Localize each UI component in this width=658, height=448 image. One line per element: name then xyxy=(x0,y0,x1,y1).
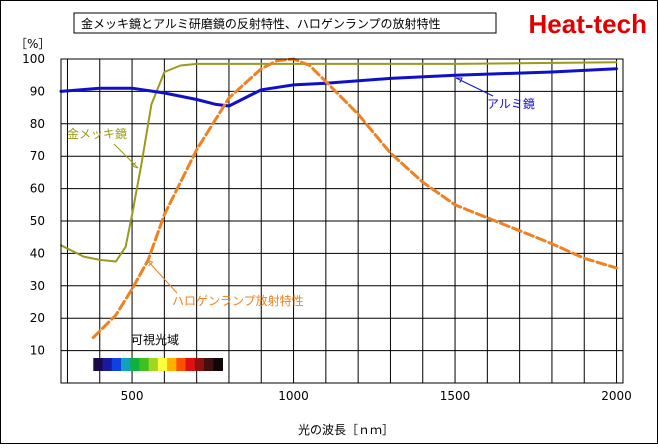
annotation-leader-aluminum xyxy=(455,77,494,97)
spectrum-segment xyxy=(130,358,140,371)
annotation-gold: 金メッキ鏡 xyxy=(67,126,127,141)
x-tick-label: 1500 xyxy=(440,389,471,403)
y-tick-label: 60 xyxy=(30,182,45,196)
y-tick-label: 30 xyxy=(30,279,45,293)
chart-title: 金メッキ鏡とアルミ研磨鏡の反射特性、ハロゲンランプの放射特性 xyxy=(81,16,441,31)
x-tick-label: 500 xyxy=(121,389,144,403)
spectrum-segment xyxy=(167,358,177,371)
y-tick-label: 20 xyxy=(30,311,45,325)
spectrum-segment xyxy=(148,358,159,371)
annotation-aluminum: アルミ鏡 xyxy=(487,96,535,111)
spectrum-segment xyxy=(213,358,223,371)
brand-logo: Heat-tech xyxy=(529,9,647,39)
y-axis-unit: ［%］ xyxy=(15,37,50,51)
spectrum-segment xyxy=(102,358,113,371)
y-tick-label: 40 xyxy=(30,246,45,260)
spectrum-segment xyxy=(176,358,187,371)
series-line-halogen xyxy=(91,57,618,340)
plot-frame xyxy=(60,58,624,384)
y-tick-label: 70 xyxy=(30,149,45,163)
annotation-leader-halogen xyxy=(146,259,178,294)
spectrum-segment xyxy=(194,358,205,371)
annotation-halogen: ハロゲンランプ放射特性 xyxy=(172,293,304,308)
y-tick-label: 90 xyxy=(30,84,45,98)
series-line-aluminum xyxy=(59,67,618,108)
spectrum-segment xyxy=(185,358,196,371)
axes: 10 20 30 40 50 60 70 80 90 100 500 1000 1500 2000 xyxy=(22,52,632,403)
series-lines xyxy=(59,57,618,340)
spectrum-segment xyxy=(157,358,168,371)
x-tick-label: 1000 xyxy=(278,389,309,403)
x-tick-label: 2000 xyxy=(601,389,632,403)
y-tick-label: 50 xyxy=(30,214,45,228)
y-tick-label: 80 xyxy=(30,117,45,131)
spectrum-segment xyxy=(139,358,150,371)
annotation-arrowhead-halogen xyxy=(146,259,154,267)
annotation-arrowhead-aluminum xyxy=(456,77,463,83)
x-axis-title: 光の波長［ｎｍ］ xyxy=(298,423,394,437)
spectrum-segment xyxy=(93,358,104,371)
spectrum-segment xyxy=(204,358,214,371)
spectrum-segment xyxy=(111,358,122,371)
spectrum-segment xyxy=(120,358,131,371)
grid xyxy=(61,58,623,383)
visible-spectrum-band xyxy=(93,358,223,371)
series-line-gold xyxy=(60,61,618,263)
visible-band-label: 可視光域 xyxy=(131,332,179,347)
y-tick-label: 100 xyxy=(22,52,45,66)
annotation-arrowhead-gold xyxy=(131,161,139,169)
title-box xyxy=(73,12,497,34)
y-tick-label: 10 xyxy=(30,344,45,358)
